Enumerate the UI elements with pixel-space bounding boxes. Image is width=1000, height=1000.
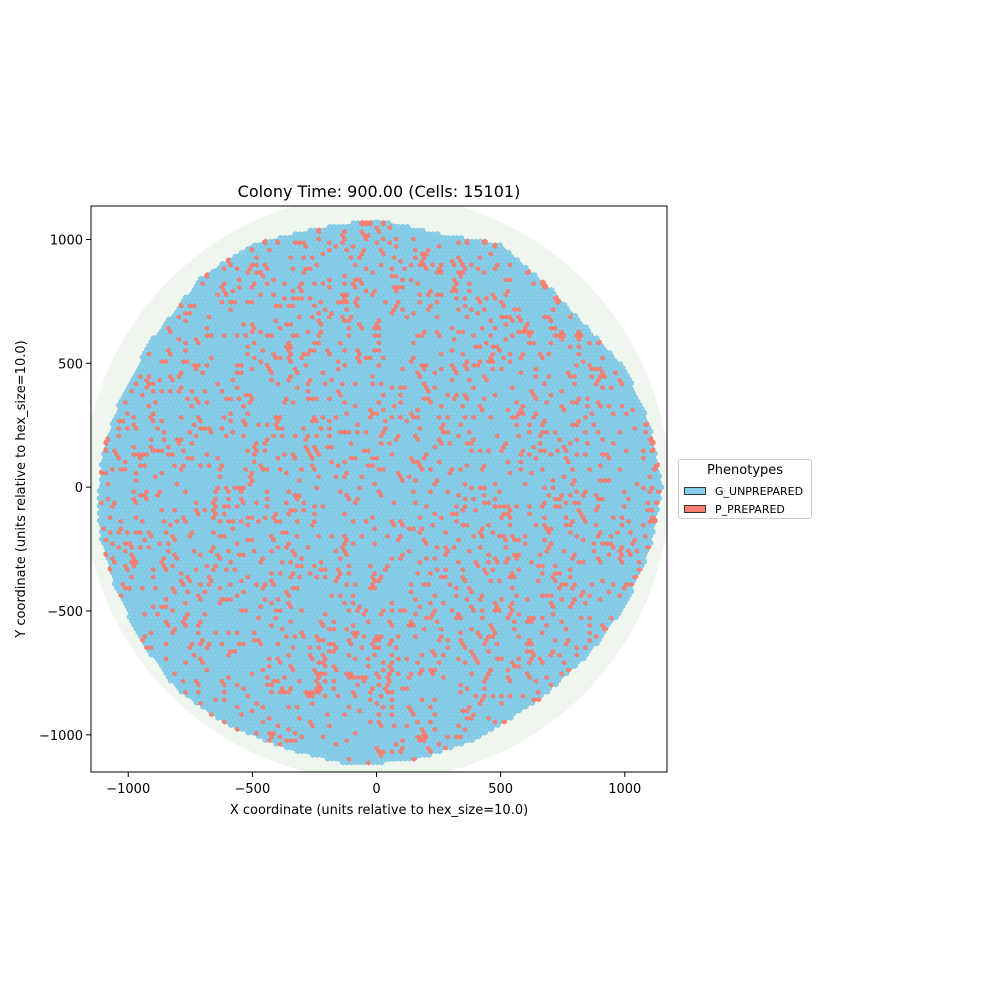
cells-layer: [96, 219, 664, 766]
plot-area: [91, 206, 667, 772]
